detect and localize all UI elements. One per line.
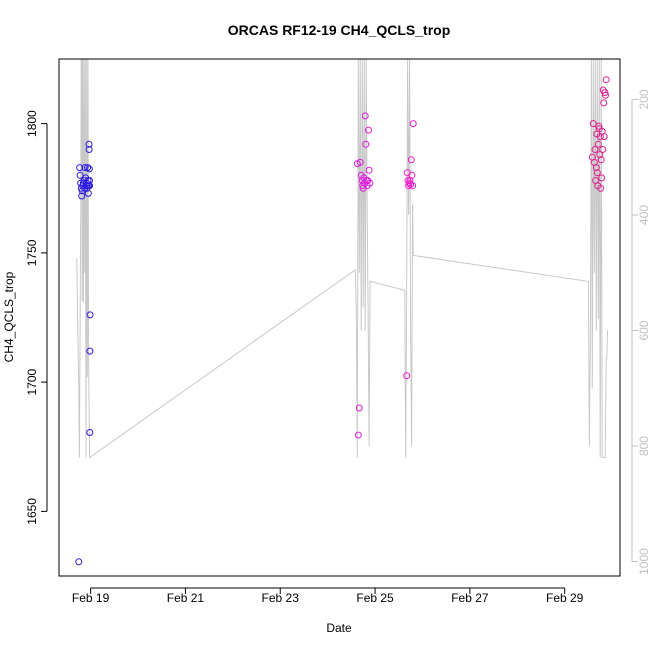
data-point (362, 140, 370, 148)
data-point (403, 372, 411, 380)
data-point (85, 165, 93, 173)
y-tick-label: 1700 (25, 368, 39, 395)
data-point (600, 133, 608, 141)
data-point (408, 171, 416, 179)
data-point (598, 174, 606, 182)
data-point (595, 122, 603, 130)
data-point (591, 146, 599, 153)
data-point (86, 347, 94, 355)
y-axis-left: 1650 1700 1750 1800 (25, 110, 48, 525)
data-point (407, 156, 415, 164)
data-point (356, 158, 364, 166)
data-point (594, 140, 602, 148)
y2-tick-label: 1000 (637, 548, 650, 575)
data-point (597, 184, 605, 192)
data-point (593, 169, 601, 177)
y-tick-label: 1800 (25, 110, 39, 137)
data-point (361, 112, 369, 120)
y2-tick-label: 600 (637, 320, 650, 340)
data-point (601, 89, 609, 97)
data-point (86, 311, 94, 319)
y2-tick-label: 400 (637, 205, 650, 225)
data-point (81, 164, 89, 172)
data-point (407, 180, 415, 188)
data-point (600, 99, 608, 107)
plot-frame (58, 58, 621, 577)
x-axis-label: Date (326, 621, 352, 635)
data-point (86, 429, 94, 436)
data-point (355, 404, 363, 412)
y2-tick-label: 800 (637, 436, 650, 456)
data-point (366, 179, 374, 187)
data-point (365, 126, 372, 134)
y-axis-label: CH4_QCLS_trop (2, 271, 16, 362)
x-tick-label: Feb 19 (72, 591, 110, 605)
data-point (589, 120, 597, 128)
data-point (354, 431, 362, 439)
x-tick-label: Feb 27 (451, 591, 489, 605)
data-point (86, 177, 93, 184)
y-tick-label: 1650 (25, 498, 39, 525)
y-axis-right: 200 400 600 800 1000 (631, 89, 650, 575)
data-point (596, 151, 604, 159)
data-points-layer (75, 76, 610, 566)
y2-tick-label: 200 (637, 89, 650, 109)
data-point (409, 120, 417, 128)
pressure-line (76, 58, 608, 459)
data-point (85, 146, 93, 153)
data-point (76, 164, 84, 172)
data-point (84, 164, 92, 172)
data-point (76, 171, 84, 179)
x-tick-label: Feb 25 (356, 591, 394, 605)
chart-title: ORCAS RF12-19 CH4_QCLS_trop (228, 22, 451, 38)
data-point (365, 166, 373, 174)
x-tick-label: Feb 23 (262, 591, 300, 605)
x-tick-label: Feb 21 (167, 591, 205, 605)
data-point (75, 558, 83, 566)
data-point (86, 182, 94, 190)
data-point (84, 189, 92, 197)
data-point (599, 146, 607, 153)
data-point (602, 91, 609, 99)
data-point (409, 182, 417, 190)
data-point (85, 140, 93, 148)
y-tick-label: 1750 (25, 239, 39, 266)
x-axis: Feb 19 Feb 21 Feb 23 Feb 25 Feb 27 Feb 29 (72, 587, 584, 605)
x-tick-label: Feb 29 (546, 591, 584, 605)
data-point (602, 76, 610, 84)
data-point (592, 164, 600, 172)
pressure-line-layer (76, 58, 608, 459)
data-point (78, 192, 86, 200)
data-point (597, 156, 605, 164)
